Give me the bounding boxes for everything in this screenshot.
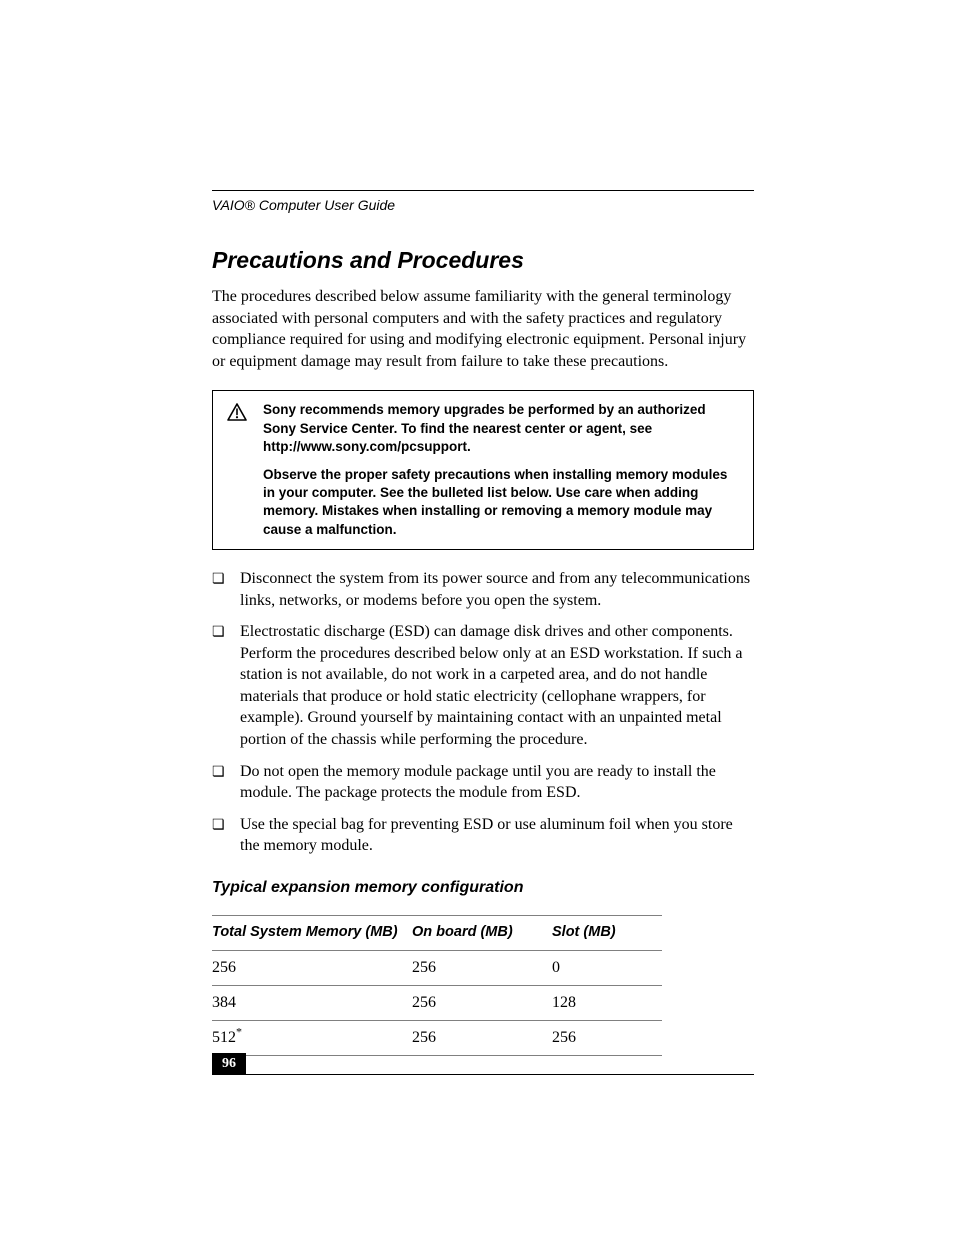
page-number: 96 <box>212 1053 246 1075</box>
table-row: 384 256 128 <box>212 986 662 1021</box>
bullet-icon: ❏ <box>212 814 226 857</box>
cell-slot: 128 <box>552 986 662 1021</box>
warning-paragraph-1: Sony recommends memory upgrades be perfo… <box>263 401 739 456</box>
list-item-text: Do not open the memory module package un… <box>240 761 754 804</box>
table-row: 256 256 0 <box>212 951 662 986</box>
bullet-icon: ❏ <box>212 621 226 751</box>
cell-onboard: 256 <box>412 986 552 1021</box>
running-header: VAIO® Computer User Guide <box>212 197 754 213</box>
cell-total: 384 <box>212 986 412 1021</box>
bullet-list: ❏ Disconnect the system from its power s… <box>212 568 754 857</box>
table-caption: Typical expansion memory configuration <box>212 879 754 897</box>
footnote-marker: * <box>236 1025 242 1039</box>
warning-text: Sony recommends memory upgrades be perfo… <box>263 401 739 539</box>
warning-icon <box>227 401 249 539</box>
table-header-slot: Slot (MB) <box>552 916 662 951</box>
list-item: ❏ Do not open the memory module package … <box>212 761 754 804</box>
list-item-text: Use the special bag for preventing ESD o… <box>240 814 754 857</box>
table-header-total: Total System Memory (MB) <box>212 916 412 951</box>
bullet-icon: ❏ <box>212 568 226 611</box>
list-item: ❏ Electrostatic discharge (ESD) can dama… <box>212 621 754 751</box>
cell-total: 256 <box>212 951 412 986</box>
bullet-icon: ❏ <box>212 761 226 804</box>
cell-slot: 256 <box>552 1021 662 1056</box>
page-title: Precautions and Procedures <box>212 247 754 274</box>
warning-paragraph-2: Observe the proper safety precautions wh… <box>263 466 739 539</box>
table-header-onboard: On board (MB) <box>412 916 552 951</box>
list-item: ❏ Disconnect the system from its power s… <box>212 568 754 611</box>
cell-slot: 0 <box>552 951 662 986</box>
table-row: 512* 256 256 <box>212 1021 662 1056</box>
document-page: VAIO® Computer User Guide Precautions an… <box>0 0 954 1235</box>
intro-paragraph: The procedures described below assume fa… <box>212 286 754 372</box>
warning-box: Sony recommends memory upgrades be perfo… <box>212 390 754 550</box>
cell-total: 512* <box>212 1021 412 1056</box>
list-item-text: Electrostatic discharge (ESD) can damage… <box>240 621 754 751</box>
table-header-row: Total System Memory (MB) On board (MB) S… <box>212 916 662 951</box>
header-rule <box>212 190 754 191</box>
list-item-text: Disconnect the system from its power sou… <box>240 568 754 611</box>
page-footer: 96 <box>212 1074 754 1075</box>
list-item: ❏ Use the special bag for preventing ESD… <box>212 814 754 857</box>
cell-onboard: 256 <box>412 1021 552 1056</box>
cell-onboard: 256 <box>412 951 552 986</box>
memory-config-table: Total System Memory (MB) On board (MB) S… <box>212 915 662 1056</box>
